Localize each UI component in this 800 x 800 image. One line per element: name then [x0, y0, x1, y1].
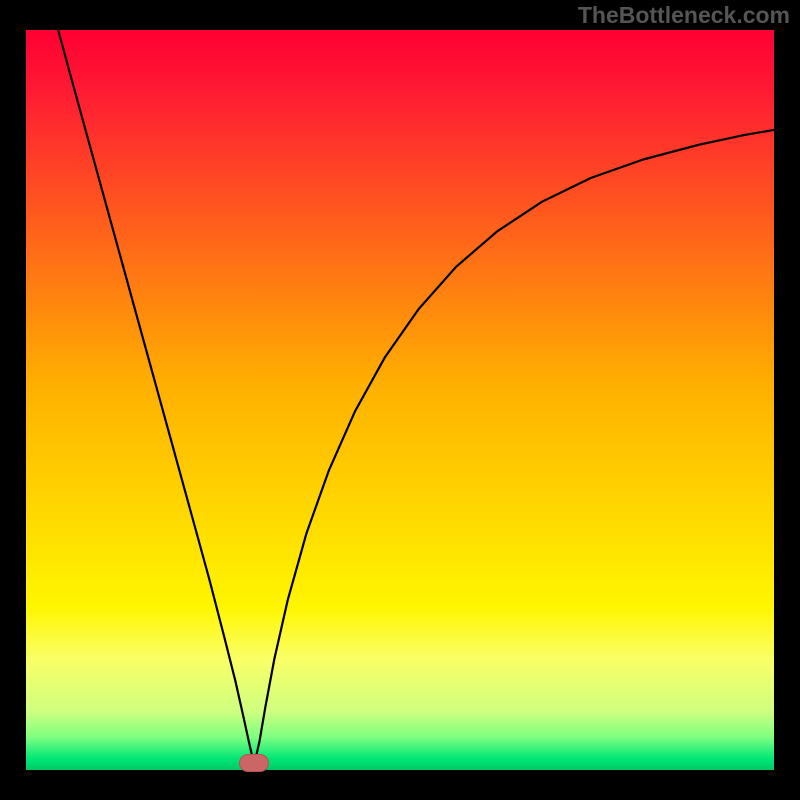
plot-area	[26, 30, 774, 770]
v-curve	[58, 30, 774, 765]
watermark-text: TheBottleneck.com	[578, 2, 790, 29]
curve-svg	[26, 30, 774, 770]
chart-frame: TheBottleneck.com	[0, 0, 800, 800]
min-marker	[239, 754, 269, 772]
